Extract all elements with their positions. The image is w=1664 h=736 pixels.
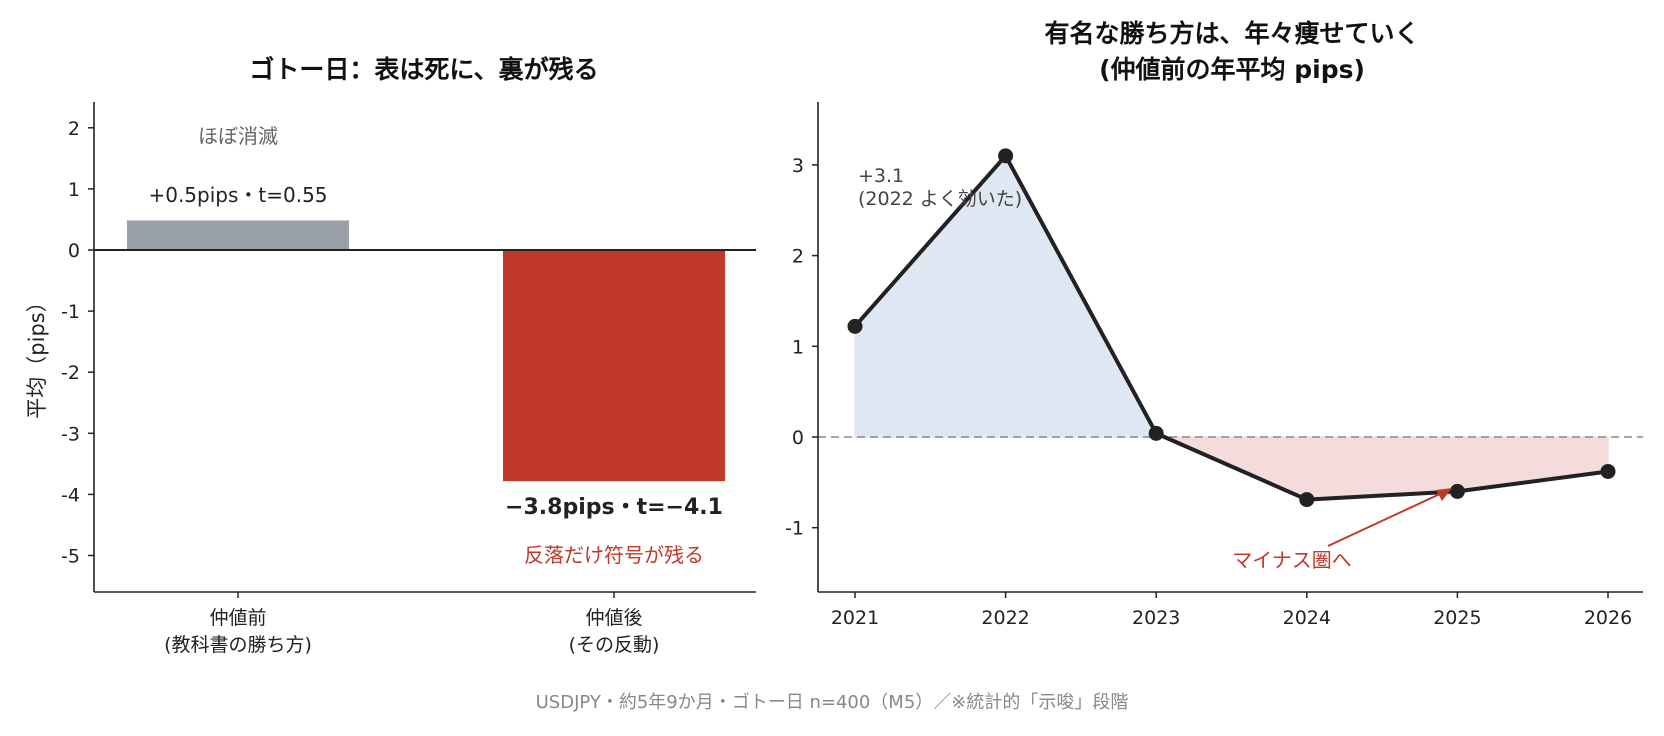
negative-note: マイナス圏へ <box>1232 548 1352 572</box>
right-bar-label: −3.8pips・t=−4.1 <box>505 495 723 520</box>
xtick-label: 2022 <box>981 607 1029 629</box>
negative-arrow <box>1327 492 1443 547</box>
left-bar-label: +0.5pips・t=0.55 <box>148 183 327 207</box>
line-chart-xticks: 2021 2022 2023 2024 2025 2026 <box>831 592 1632 629</box>
bar-chart: ゴトー日：表は死に、裏が残る 平均（pips） 2 1 0 -1 -2 -3 -4 -5 仲値… <box>25 55 756 656</box>
series-line <box>853 153 1609 502</box>
ytick-label: -1 <box>61 301 80 323</box>
ytick-label: 2 <box>792 246 804 268</box>
ytick-label: 3 <box>792 155 804 177</box>
data-point-2024 <box>1299 492 1315 508</box>
ytick-label: 2 <box>68 118 80 140</box>
line-chart-title-line2: (仲値前の年平均 pips) <box>1099 55 1365 84</box>
ytick-label: 1 <box>68 179 80 201</box>
negative-arrow-head <box>1436 488 1452 501</box>
left-note: ほぼ消滅 <box>198 124 278 148</box>
bar-chart-ylabel: 平均（pips） <box>25 291 49 418</box>
ytick-label: -3 <box>61 423 80 445</box>
xtick-label: (その反動) <box>569 634 660 656</box>
bar-0 <box>125 218 351 251</box>
xtick-label: 2025 <box>1433 607 1481 629</box>
ytick-label: -4 <box>61 484 80 506</box>
xtick-label: 仲値前 <box>209 607 266 629</box>
bar-1 <box>501 249 727 484</box>
data-point-2026 <box>1600 463 1616 479</box>
ytick-label: -2 <box>61 362 80 384</box>
bar-chart-bars <box>125 218 727 484</box>
line-chart-title-line1: 有名な勝ち方は、年々痩せていく <box>1044 19 1419 48</box>
footer-note: USDJPY・約5年9か月・ゴトー日 n=400（M5）／※統計的「示唆」段階 <box>536 692 1129 713</box>
xtick-label: 2021 <box>831 607 879 629</box>
line-chart-points <box>847 148 1616 508</box>
peak-annotation-line1: +3.1 <box>858 165 904 187</box>
xtick-label: 2024 <box>1283 607 1331 629</box>
peak-annotation-line2: (2022 よく効いた) <box>858 188 1022 210</box>
bar-chart-yticks: 2 1 0 -1 -2 -3 -4 -5 <box>61 118 94 568</box>
ytick-label: -1 <box>785 518 804 540</box>
right-note: 反落だけ符号が残る <box>524 543 704 567</box>
line-chart: 有名な勝ち方は、年々痩せていく (仲値前の年平均 pips) 3 2 1 0 -1 20… <box>785 19 1643 629</box>
bar-chart-title: ゴトー日：表は死に、裏が残る <box>249 55 598 84</box>
xtick-label: 仲値後 <box>585 607 642 629</box>
xtick-label: (教科書の勝ち方) <box>164 634 312 656</box>
line-chart-yticks: 3 2 1 0 -1 <box>785 155 818 540</box>
bar-chart-xticks: 仲値前 (教科書の勝ち方) 仲値後 (その反動) <box>164 592 659 656</box>
ytick-label: 0 <box>792 427 804 449</box>
ytick-label: 0 <box>68 240 80 262</box>
xtick-label: 2023 <box>1132 607 1180 629</box>
data-point-2023 <box>1148 425 1164 441</box>
xtick-label: 2026 <box>1584 607 1632 629</box>
data-point-2025 <box>1449 483 1465 499</box>
data-point-2021 <box>847 318 863 334</box>
data-point-2022 <box>998 148 1014 164</box>
ytick-label: -5 <box>61 546 80 568</box>
ytick-label: 1 <box>792 336 804 358</box>
